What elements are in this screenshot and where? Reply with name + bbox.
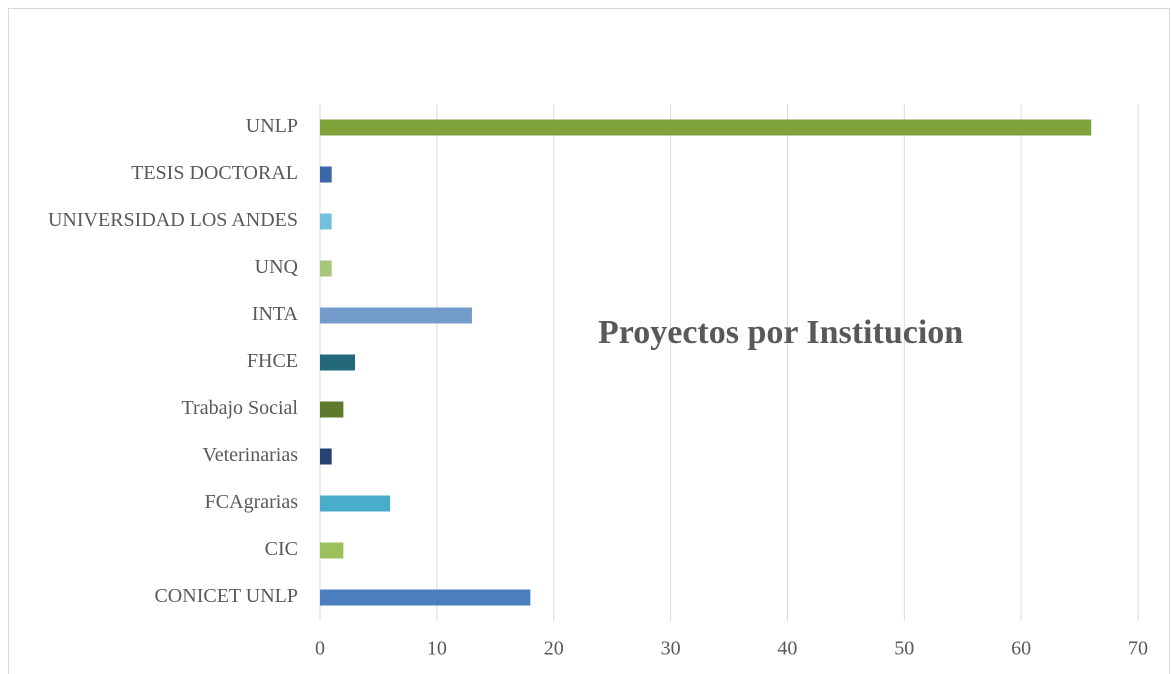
bar	[320, 495, 391, 512]
y-tick-label: INTA	[252, 303, 299, 325]
bar	[320, 448, 332, 465]
x-tick-label: 30	[661, 638, 681, 660]
x-tick-label: 20	[544, 638, 564, 660]
x-tick-label: 70	[1128, 638, 1148, 660]
bar	[320, 213, 332, 230]
x-tick-label: 40	[777, 638, 797, 660]
y-tick-label: UNIVERSIDAD LOS ANDES	[48, 209, 298, 231]
chart-border	[8, 8, 1170, 674]
chart-title: Proyectos por Institucion	[598, 314, 963, 351]
bar	[320, 542, 344, 559]
bar	[320, 260, 332, 277]
x-tick-label: 0	[315, 638, 325, 660]
bar	[320, 589, 531, 606]
bar	[320, 307, 472, 324]
y-tick-label: Veterinarias	[202, 444, 298, 466]
y-tick-label: UNQ	[255, 256, 299, 278]
x-tick-label: 10	[427, 638, 447, 660]
bar	[320, 166, 332, 183]
y-tick-label: CONICET UNLP	[154, 585, 298, 607]
y-tick-label: UNLP	[246, 115, 298, 137]
bar	[320, 401, 344, 418]
x-tick-label: 50	[894, 638, 914, 660]
y-tick-label: CIC	[265, 538, 298, 560]
y-tick-label: FCAgrarias	[205, 491, 299, 513]
y-tick-label: TESIS DOCTORAL	[131, 162, 298, 184]
y-tick-label: Trabajo Social	[182, 397, 299, 419]
y-tick-label: FHCE	[247, 350, 298, 372]
x-tick-label: 60	[1011, 638, 1031, 660]
bar	[320, 119, 1092, 136]
bar	[320, 354, 356, 371]
